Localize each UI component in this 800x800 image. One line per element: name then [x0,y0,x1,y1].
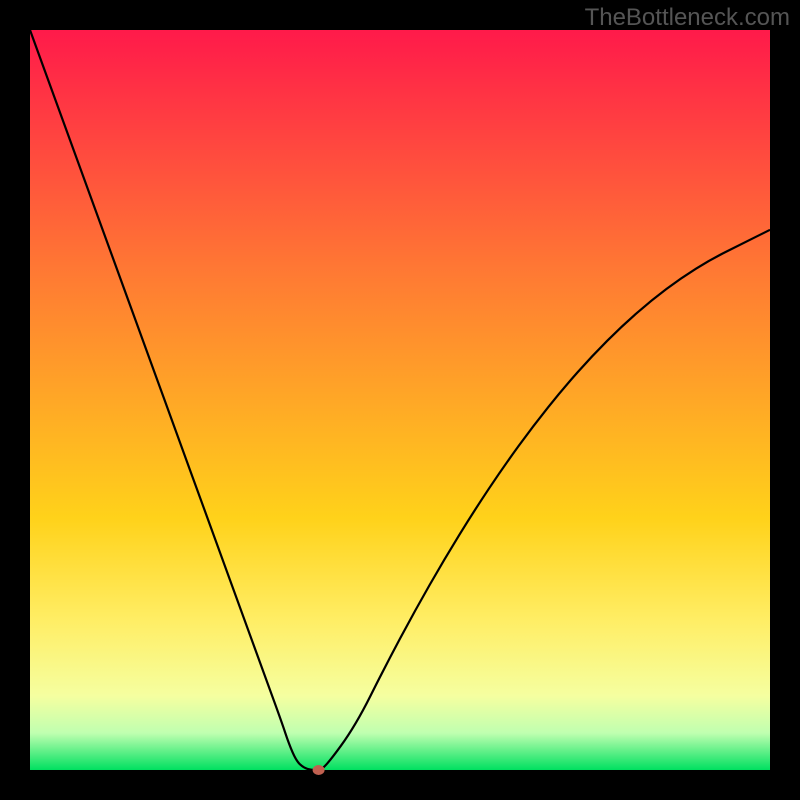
minimum-marker [313,765,325,775]
attribution-text: TheBottleneck.com [585,4,790,32]
bottleneck-curve [30,30,770,770]
chart-svg [0,0,800,800]
